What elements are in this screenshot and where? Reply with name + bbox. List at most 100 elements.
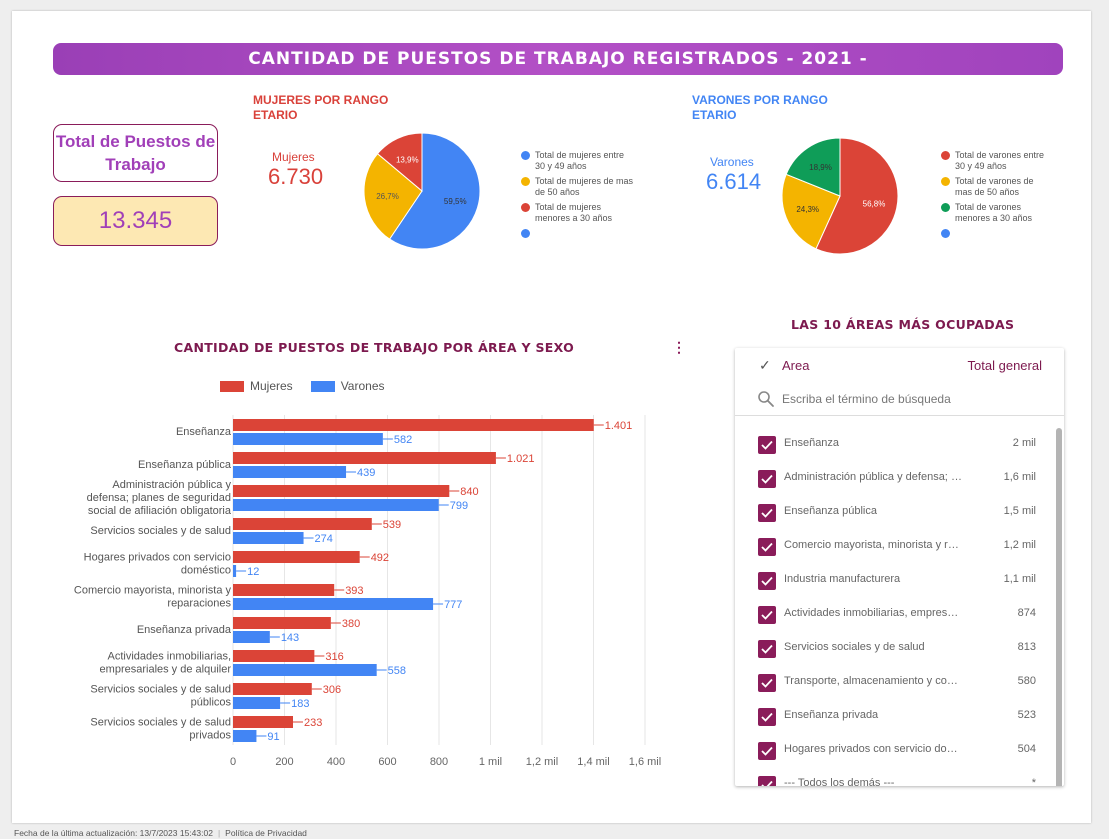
x-tick-label: 800	[430, 756, 448, 768]
category-label: empresariales y de alquiler	[100, 664, 232, 676]
men-pie-slice-1[interactable]	[781, 173, 841, 250]
women-bar[interactable]	[233, 584, 335, 596]
men-bar[interactable]	[233, 499, 439, 511]
bar-chart[interactable]: 0 200 400 600 800 1 mil 1,2 mil 1,4 mil 1,6 mil E…	[12, 396, 692, 776]
legend-item-men[interactable]: Varones	[310, 379, 385, 393]
table-row[interactable]: Transporte, almacenamiento y comunicacio…	[735, 666, 1064, 700]
select-all-check-icon[interactable]: ✓	[759, 357, 771, 373]
x-tick-label: 400	[327, 756, 345, 768]
row-area-label: Servicios sociales y de salud	[784, 641, 925, 653]
table-row[interactable]: Industria manufacturera 1,1 mil	[735, 564, 1064, 598]
row-area-label: Hogares privados con servicio doméstico	[784, 743, 964, 755]
privacy-link[interactable]: Política de Privacidad	[225, 828, 307, 838]
category-label: reparaciones	[167, 598, 231, 610]
scrollbar[interactable]	[1056, 428, 1062, 786]
table-row[interactable]: Enseñanza 2 mil	[735, 428, 1064, 462]
women-bar[interactable]	[233, 716, 293, 728]
row-checkbox[interactable]	[758, 742, 776, 760]
row-checkbox[interactable]	[758, 470, 776, 488]
women-legend-item[interactable]: Total de mujeres de mas de 50 años	[521, 176, 636, 198]
men-pie-slice-0[interactable]	[815, 137, 899, 255]
men-bar[interactable]	[233, 466, 347, 478]
women-bar[interactable]	[233, 419, 594, 431]
women-legend-item[interactable]: Total de mujeres entre 30 y 49 años	[521, 150, 636, 172]
men-bar[interactable]	[233, 598, 434, 610]
men-bar[interactable]	[233, 433, 383, 445]
kebab-menu-icon[interactable]: ⋮	[672, 339, 686, 355]
row-checkbox[interactable]	[758, 436, 776, 454]
data-label: 1.021	[507, 453, 535, 465]
header-area[interactable]: Area	[782, 358, 810, 373]
last-updated-text: Fecha de la última actualización: 13/7/2…	[14, 828, 213, 838]
men-bar[interactable]	[233, 697, 281, 709]
data-label: 539	[383, 519, 401, 531]
women-scorecard-value: 6.730	[268, 164, 324, 189]
row-checkbox[interactable]	[758, 538, 776, 556]
category-label: defensa; planes de seguridad	[87, 492, 231, 504]
legend-item-women[interactable]: Mujeres	[220, 379, 293, 393]
women-legend-dot	[521, 203, 530, 212]
men-legend-item[interactable]: Total de varones menores a 30 años	[941, 202, 1046, 224]
row-checkbox[interactable]	[758, 504, 776, 522]
category-label: privados	[189, 730, 231, 742]
row-checkbox[interactable]	[758, 776, 776, 786]
women-bar[interactable]	[233, 551, 360, 563]
search-input[interactable]	[782, 390, 1042, 408]
women-legend-item[interactable]: Total de mujeres menores a 30 años	[521, 202, 636, 224]
men-pie-chart[interactable]: 56,8% 24,3% 18,9%	[780, 136, 900, 256]
row-checkbox[interactable]	[758, 674, 776, 692]
men-legend-item[interactable]	[941, 228, 1046, 238]
row-checkbox[interactable]	[758, 606, 776, 624]
table-row[interactable]: --- Todos los demás --- *	[735, 768, 1064, 786]
x-tick-label: 1,6 mil	[629, 756, 661, 768]
check-icon	[761, 644, 773, 654]
check-icon	[761, 780, 773, 786]
women-bar[interactable]	[233, 452, 496, 464]
header-total[interactable]: Total general	[967, 358, 1042, 373]
table-row[interactable]: Actividades inmobiliarias, empresariales…	[735, 598, 1064, 632]
women-legend-label: Total de mujeres menores a 30 años	[535, 202, 613, 223]
women-age-title: MUJERES POR RANGO ETARIO	[253, 93, 389, 122]
row-checkbox[interactable]	[758, 640, 776, 658]
women-pie-chart[interactable]: 59,5% 26,7% 13,9%	[362, 131, 482, 251]
row-total-value: 813	[1017, 641, 1036, 653]
table-row[interactable]: Enseñanza privada 523	[735, 700, 1064, 734]
men-legend-item[interactable]: Total de varones de mas de 50 años	[941, 176, 1046, 198]
men-bar[interactable]	[233, 664, 377, 676]
women-bar[interactable]	[233, 683, 312, 695]
bar-chart-legend: Mujeres Varones	[220, 379, 403, 393]
total-jobs-label: Total de Puestos de Trabajo	[53, 124, 218, 182]
women-bar[interactable]	[233, 485, 450, 497]
men-bar[interactable]	[233, 730, 257, 742]
row-checkbox[interactable]	[758, 572, 776, 590]
x-tick-label: 0	[230, 756, 236, 768]
table-row[interactable]: Servicios sociales y de salud 813	[735, 632, 1064, 666]
table-row[interactable]: Hogares privados con servicio doméstico 5…	[735, 734, 1064, 768]
women-legend-item[interactable]	[521, 228, 636, 238]
men-legend-item[interactable]: Total de varones entre 30 y 49 años	[941, 150, 1046, 172]
category-label: Servicios sociales y de salud	[90, 525, 231, 537]
women-bar[interactable]	[233, 650, 315, 662]
row-total-value: *	[1031, 777, 1036, 786]
row-area-label: Enseñanza	[784, 437, 840, 449]
table-row[interactable]: Comercio mayorista, minorista y reparaci…	[735, 530, 1064, 564]
search-row	[735, 382, 1064, 416]
women-pie-slice-0[interactable]	[388, 132, 481, 250]
row-area-label: Industria manufacturera	[784, 573, 901, 585]
men-bar[interactable]	[233, 532, 304, 544]
table-row[interactable]: Administración pública y defensa; planes…	[735, 462, 1064, 496]
table-row[interactable]: Enseñanza pública 1,5 mil	[735, 496, 1064, 530]
men-bar[interactable]	[233, 565, 237, 577]
women-pie-slice-2[interactable]	[376, 132, 423, 193]
data-label: 274	[315, 533, 333, 545]
legend-label-men: Varones	[340, 379, 385, 393]
men-pie-slice-2[interactable]	[785, 137, 841, 197]
row-checkbox[interactable]	[758, 708, 776, 726]
women-bar[interactable]	[233, 617, 331, 629]
category-label: Servicios sociales y de salud	[90, 717, 231, 729]
men-bar[interactable]	[233, 631, 270, 643]
men-legend-label: Total de varones de mas de 50 años	[955, 176, 1034, 197]
data-label: 380	[342, 618, 360, 630]
women-bar[interactable]	[233, 518, 372, 530]
women-pie-slice-1[interactable]	[363, 153, 423, 240]
